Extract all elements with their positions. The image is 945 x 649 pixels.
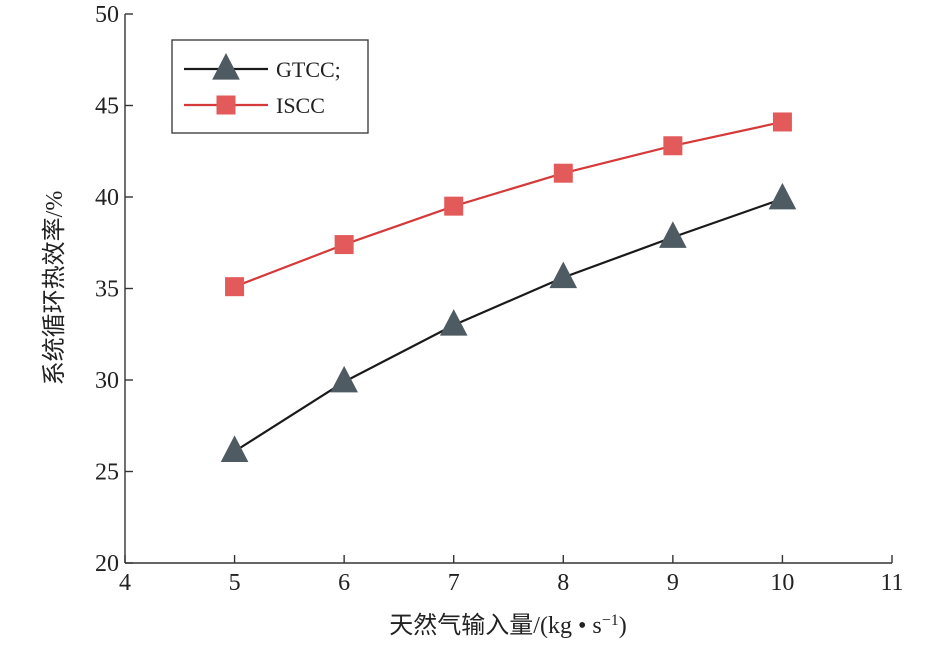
legend-marker bbox=[216, 95, 236, 115]
y-tick-label: 50 bbox=[95, 2, 119, 28]
data-point-square bbox=[444, 196, 464, 216]
y-tick-label: 40 bbox=[95, 185, 119, 211]
legend-box bbox=[171, 39, 369, 134]
data-point-square bbox=[225, 277, 245, 297]
x-tick-label: 11 bbox=[880, 570, 903, 596]
x-tick-label: 9 bbox=[667, 570, 679, 596]
y-tick-label: 45 bbox=[95, 94, 119, 120]
y-tick-label: 25 bbox=[95, 460, 119, 486]
series-line bbox=[234, 120, 783, 288]
x-tick-label: 5 bbox=[229, 570, 241, 596]
data-point-square bbox=[663, 136, 683, 156]
legend: GTCC; ISCC bbox=[171, 39, 369, 134]
y-axis-title: 系统循环热效率/% bbox=[41, 191, 68, 386]
x-tick-label: 10 bbox=[770, 570, 794, 596]
x-tick-label: 8 bbox=[557, 570, 569, 596]
data-point-triangle bbox=[439, 309, 468, 336]
data-point-triangle bbox=[659, 221, 687, 248]
series-gtcc bbox=[220, 182, 797, 462]
x-tick-label: 7 bbox=[448, 570, 460, 596]
legend-label: GTCC; bbox=[276, 57, 341, 82]
x-tick-label: 4 bbox=[119, 570, 131, 596]
data-point-square bbox=[772, 112, 792, 132]
data-point-triangle bbox=[768, 182, 797, 210]
y-tick-label: 35 bbox=[95, 277, 119, 303]
legend-marker bbox=[212, 53, 240, 80]
data-point-triangle bbox=[549, 261, 578, 289]
legend-label: ISCC bbox=[276, 93, 325, 118]
y-tick-label: 20 bbox=[95, 551, 119, 577]
y-tick-label: 30 bbox=[95, 368, 119, 394]
data-point-square bbox=[334, 235, 354, 255]
data-point-triangle bbox=[330, 365, 358, 393]
legend-item: ISCC bbox=[184, 93, 325, 118]
legend-item: GTCC; bbox=[184, 53, 341, 82]
x-tick-label: 6 bbox=[338, 570, 350, 596]
data-point-triangle bbox=[220, 435, 249, 462]
data-point-square bbox=[553, 163, 573, 183]
series-line bbox=[233, 197, 783, 453]
series-iscc bbox=[225, 112, 792, 297]
x-axis-title: 天然气输入量/(kg • s−1) bbox=[389, 612, 626, 640]
series-group bbox=[220, 112, 797, 462]
